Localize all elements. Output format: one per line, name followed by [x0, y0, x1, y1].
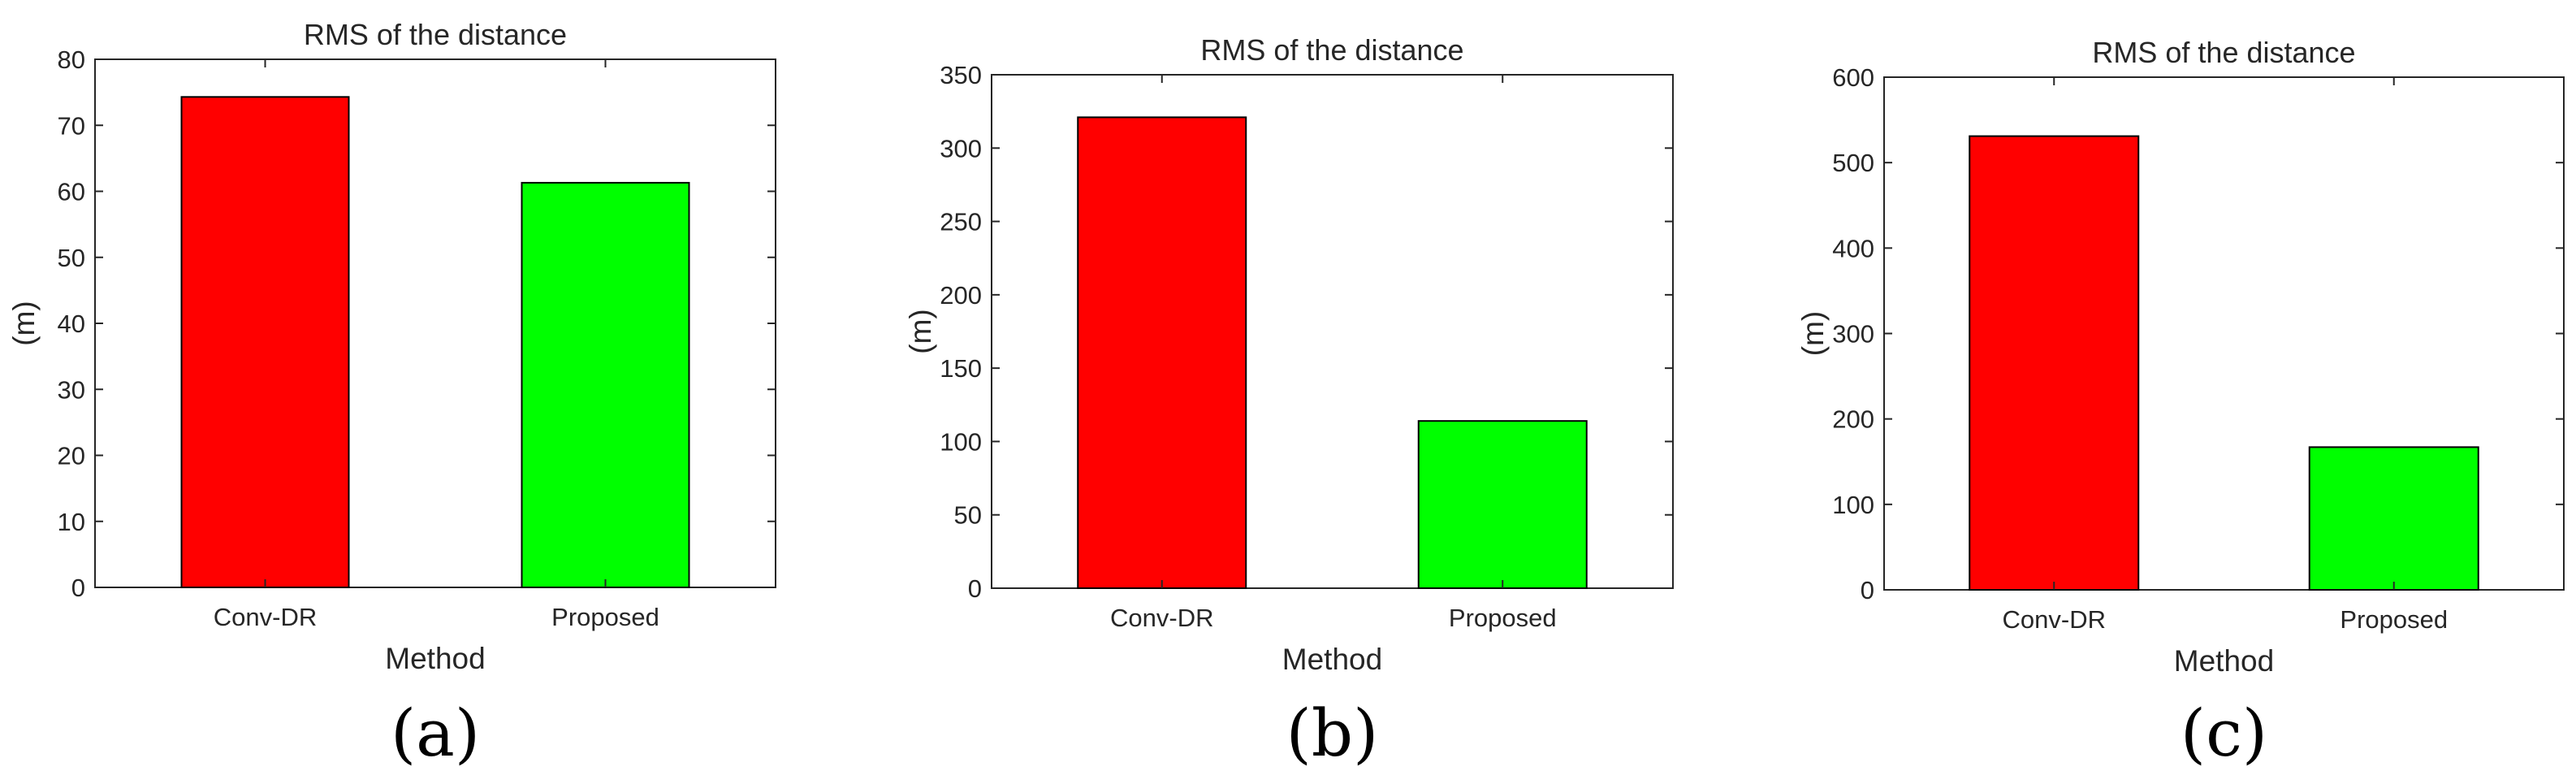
y-tick-label: 50: [954, 501, 982, 530]
y-tick-label: 300: [940, 134, 982, 162]
x-axis-label: Method: [385, 642, 485, 675]
chart-title: RMS of the distance: [1200, 33, 1463, 67]
y-tick-label: 400: [1832, 234, 1874, 262]
y-tick-label: 40: [58, 310, 85, 338]
x-tick-label: Proposed: [1449, 604, 1557, 632]
chart-title: RMS of the distance: [2092, 36, 2355, 69]
chart-title: RMS of the distance: [304, 18, 567, 51]
y-tick-label: 20: [58, 442, 85, 470]
x-axis-label: Method: [1282, 643, 1382, 676]
y-tick-label: 60: [58, 178, 85, 206]
x-axis-label: Method: [2174, 644, 2274, 678]
y-tick-label: 70: [58, 111, 85, 140]
panel-label-a: (a): [391, 695, 480, 771]
y-tick-label: 30: [58, 375, 85, 404]
bar-proposed: [2308, 446, 2479, 591]
y-tick-label: 200: [1832, 405, 1874, 434]
y-axis-label: (m): [1796, 311, 1830, 356]
y-tick-label: 200: [940, 281, 982, 310]
panel-label-c: (c): [2181, 695, 2267, 771]
x-tick-label: Proposed: [551, 603, 659, 631]
chart-panel-b: 0 50 100 150 200 250 300 350 Conv-DR Proposed RMS …: [904, 33, 1674, 771]
bar-proposed: [1417, 420, 1588, 589]
y-tick-label: 100: [940, 427, 982, 456]
x-tick-label: Conv-DR: [214, 603, 317, 631]
y-tick-label: 150: [940, 354, 982, 383]
x-tick-label: Conv-DR: [1110, 604, 1213, 632]
chart-panel-c: 0 100 200 300 400 500 600 Conv-DR Proposed RMS of…: [1796, 36, 2565, 771]
y-tick-label: 0: [1861, 576, 1874, 604]
bar-conv-dr: [180, 96, 350, 588]
y-axis-label: (m): [904, 309, 937, 353]
y-tick-label: 500: [1832, 149, 1874, 177]
y-axis-label: (m): [7, 301, 41, 345]
y-tick-label: 10: [58, 508, 85, 536]
y-tick-label: 350: [940, 61, 982, 89]
bar-conv-dr: [1969, 135, 2140, 591]
bar-conv-dr: [1077, 116, 1247, 589]
panel-label-b: (b): [1286, 695, 1379, 771]
y-tick-label: 80: [58, 45, 85, 74]
y-tick-label: 600: [1832, 63, 1874, 92]
y-tick-label: 50: [58, 244, 85, 272]
x-tick-label: Conv-DR: [2003, 605, 2106, 634]
y-tick-label: 100: [1832, 491, 1874, 519]
x-tick-label: Proposed: [2340, 605, 2448, 634]
y-tick-label: 300: [1832, 320, 1874, 349]
y-tick-label: 0: [968, 574, 982, 603]
y-tick-label: 0: [71, 574, 85, 602]
y-tick-label: 250: [940, 208, 982, 236]
chart-panel-a: 0 10 20 30 40 50 60 70 80 Conv-DR Proposed RMS of t…: [7, 18, 776, 771]
plot-area-frame: [991, 74, 1674, 589]
bar-proposed: [521, 181, 690, 588]
